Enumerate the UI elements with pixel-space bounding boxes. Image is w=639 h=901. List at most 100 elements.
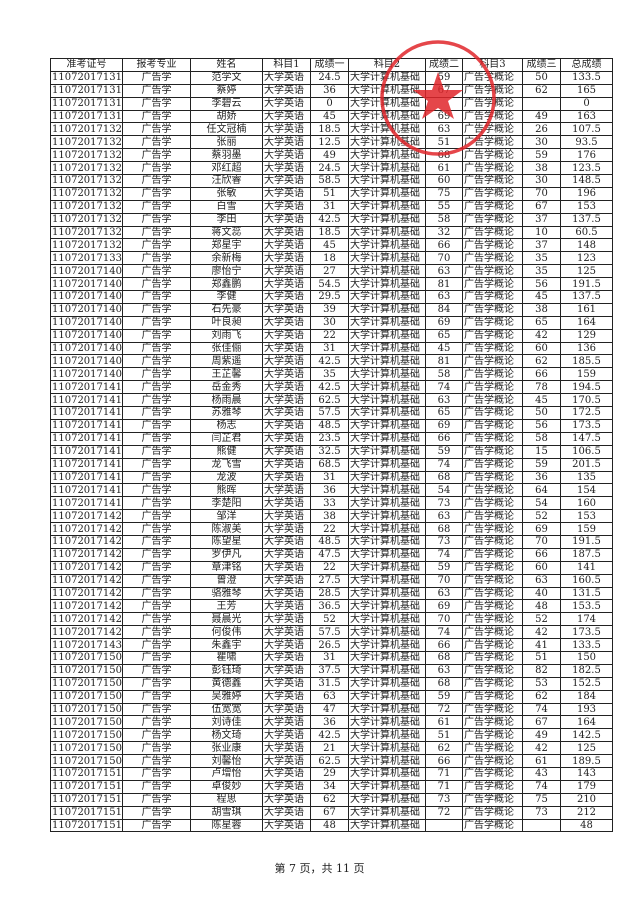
- subject2-cell: 大学计算机基础: [348, 122, 426, 137]
- subject1-cell: 大学英语: [262, 161, 311, 176]
- major-cell: 广告学: [122, 702, 191, 717]
- subject1-cell: 大学英语: [262, 818, 311, 833]
- score2-cell: 59: [425, 689, 463, 704]
- score1-cell: 22: [310, 560, 349, 575]
- subject1-cell: 大学英语: [262, 715, 311, 730]
- major-cell: 广告学: [122, 676, 191, 691]
- score2-cell: 71: [425, 779, 463, 794]
- score1-cell: 22: [310, 328, 349, 343]
- major-cell: 广告学: [122, 83, 191, 98]
- subject2-cell: 大学计算机基础: [348, 599, 426, 614]
- score2-cell: 75: [425, 186, 463, 201]
- total-score-cell: 153: [560, 509, 613, 524]
- score2-cell: 68: [425, 522, 463, 536]
- column-header-subject3: 科目3: [462, 58, 523, 72]
- student-name-cell: 伍宽宽: [190, 702, 263, 717]
- student-name-cell: 王芷馨: [190, 367, 263, 382]
- score3-cell: 60: [522, 560, 561, 575]
- score1-cell: 27.5: [310, 573, 349, 588]
- major-cell: 广告学: [122, 741, 191, 756]
- column-header-total-score: 总成绩: [560, 58, 613, 72]
- exam-id-cell: 110720171422: [50, 534, 123, 549]
- total-score-cell: 153: [560, 199, 613, 214]
- table-row: 110720171502 广告学 彭钰琦 大学英语 37.5 大学计算机基础 63 广告学概论…: [50, 663, 613, 678]
- total-score-cell: 123.5: [560, 161, 613, 176]
- subject1-cell: 大学英语: [262, 251, 311, 266]
- subject3-cell: 广告学概论: [462, 406, 523, 420]
- exam-id-cell: 110720171412: [50, 406, 123, 420]
- subject1-cell: 大学英语: [262, 741, 311, 756]
- student-name-cell: 任文冠楠: [190, 122, 263, 137]
- score3-cell: 66: [522, 547, 561, 562]
- subject3-cell: 广告学概论: [462, 393, 523, 408]
- exam-id-cell: 110720171428: [50, 612, 123, 627]
- score2-cell: 32: [425, 225, 463, 240]
- score1-cell: 47.5: [310, 547, 349, 562]
- subject2-cell: 大学计算机基础: [348, 702, 426, 717]
- subject2-cell: 大学计算机基础: [348, 186, 426, 201]
- student-name-cell: 聂晨光: [190, 612, 263, 627]
- total-score-cell: 164: [560, 315, 613, 330]
- table-row: 110720171417 广告学 龙波 大学英语 31 大学计算机基础 68 广告学概论 36 1…: [50, 470, 613, 485]
- score3-cell: 49: [522, 109, 561, 124]
- student-name-cell: 汪欣睿: [190, 174, 263, 188]
- table-row: 110720171410 广告学 岳金秀 大学英语 42.5 大学计算机基础 74 广告学概论…: [50, 380, 613, 395]
- subject1-cell: 大学英语: [262, 264, 311, 279]
- total-score-cell: 161: [560, 302, 613, 317]
- score3-cell: 62: [522, 354, 561, 369]
- table-row: 110720171510 广告学 卢增怡 大学英语 29 大学计算机基础 71 广告学概论 43…: [50, 766, 613, 781]
- student-name-cell: 陈淑美: [190, 522, 263, 536]
- total-score-cell: 137.5: [560, 290, 613, 304]
- student-name-cell: 李健: [190, 290, 263, 304]
- subject3-cell: 广告学概论: [462, 766, 523, 781]
- student-name-cell: 熊晖: [190, 483, 263, 498]
- score1-cell: 36: [310, 715, 349, 730]
- subject1-cell: 大学英语: [262, 83, 311, 98]
- score3-cell: 35: [522, 264, 561, 279]
- score3-cell: 73: [522, 805, 561, 820]
- major-cell: 广告学: [122, 638, 191, 652]
- table-row: 110720171409 广告学 王芷馨 大学英语 35 大学计算机基础 58 广告学概论 66…: [50, 367, 613, 382]
- score3-cell: [522, 818, 561, 833]
- score-table: 准考证号 报考专业 姓名 科目1 成绩一 科目2 成绩二 科目3 成绩三 总成绩 11072017…: [50, 58, 613, 833]
- total-score-cell: 184: [560, 689, 613, 704]
- score3-cell: 51: [522, 650, 561, 665]
- subject1-cell: 大学英语: [262, 560, 311, 575]
- subject3-cell: 广告学概论: [462, 457, 523, 472]
- major-cell: 广告学: [122, 457, 191, 472]
- subject3-cell: 广告学概论: [462, 663, 523, 678]
- subject1-cell: 大学英语: [262, 676, 311, 691]
- subject2-cell: 大学计算机基础: [348, 522, 426, 536]
- score2-cell: [425, 96, 463, 111]
- table-row: 110720171418 广告学 熊晖 大学英语 36 大学计算机基础 54 广告学概论 64 1…: [50, 483, 613, 498]
- total-score-cell: 60.5: [560, 225, 613, 240]
- score1-cell: 57.5: [310, 406, 349, 420]
- score1-cell: 31: [310, 341, 349, 356]
- score3-cell: 48: [522, 599, 561, 614]
- score2-cell: 67: [425, 83, 463, 98]
- table-row: 110720171320 广告学 任文冠楠 大学英语 18.5 大学计算机基础 63 广告学概…: [50, 122, 613, 137]
- student-name-cell: 蔡婷: [190, 83, 263, 98]
- subject2-cell: 大学计算机基础: [348, 315, 426, 330]
- student-name-cell: 余新梅: [190, 251, 263, 266]
- major-cell: 广告学: [122, 264, 191, 279]
- subject1-cell: 大学英语: [262, 522, 311, 536]
- subject3-cell: 广告学概论: [462, 573, 523, 588]
- total-score-cell: 147.5: [560, 431, 613, 446]
- subject2-cell: 大学计算机基础: [348, 779, 426, 794]
- table-row: 110720171422 广告学 陈望星 大学英语 48.5 大学计算机基础 73 广告学概论…: [50, 534, 613, 549]
- student-name-cell: 苏雅琴: [190, 406, 263, 420]
- subject3-cell: 广告学概论: [462, 135, 523, 150]
- table-row: 110720171426 广告学 骆雅琴 大学英语 28.5 大学计算机基础 63 广告学概论…: [50, 586, 613, 601]
- subject2-cell: 大学计算机基础: [348, 135, 426, 150]
- score2-cell: 69: [425, 109, 463, 124]
- subject2-cell: 大学计算机基础: [348, 302, 426, 317]
- total-score-cell: 154: [560, 483, 613, 498]
- score2-cell: 65: [425, 406, 463, 420]
- major-cell: 广告学: [122, 122, 191, 137]
- subject1-cell: 大学英语: [262, 547, 311, 562]
- total-score-cell: 148.5: [560, 174, 613, 188]
- subject1-cell: 大学英语: [262, 393, 311, 408]
- major-cell: 广告学: [122, 277, 191, 292]
- table-row: 110720171513 广告学 胡雪琪 大学英语 67 大学计算机基础 72 广告学概论 73…: [50, 805, 613, 820]
